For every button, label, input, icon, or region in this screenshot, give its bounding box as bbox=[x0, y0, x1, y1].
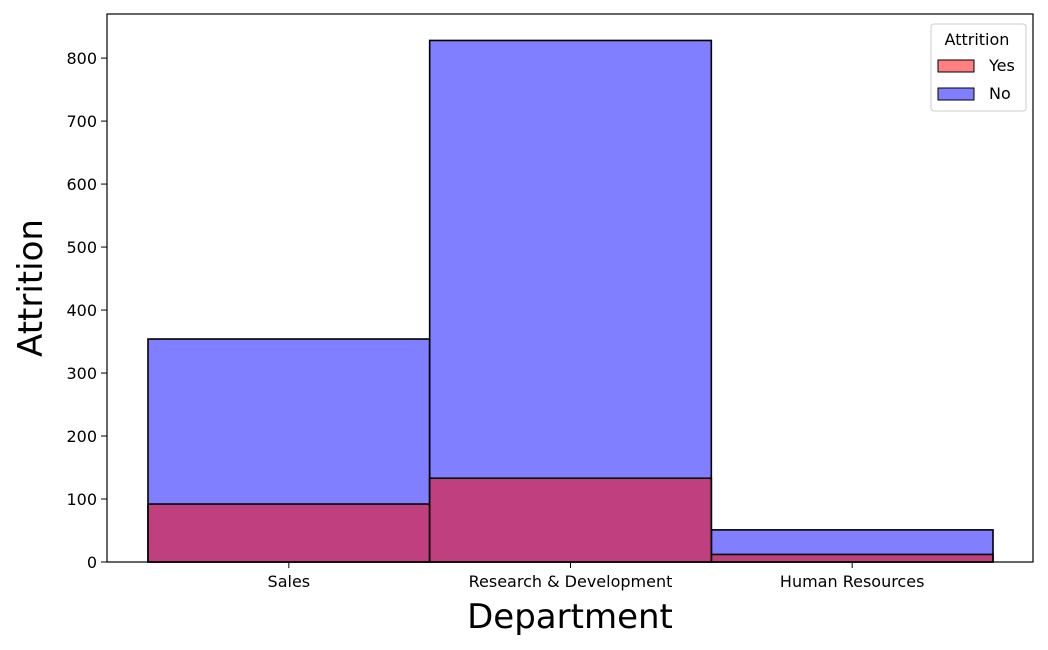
y-tick-label: 500 bbox=[66, 238, 97, 257]
bar-yes-sales bbox=[147, 503, 431, 563]
legend: Attrition Yes No bbox=[930, 23, 1027, 112]
y-tick-label: 0 bbox=[87, 553, 97, 572]
x-axis: Sales Research & Development Human Resourc… bbox=[268, 562, 925, 591]
series-yes-bars bbox=[147, 477, 994, 563]
y-axis-title: Attrition bbox=[11, 219, 51, 357]
legend-label-no: No bbox=[989, 84, 1011, 103]
y-tick-label: 200 bbox=[66, 427, 97, 446]
y-tick-label: 600 bbox=[66, 175, 97, 194]
bar-yes-research-development bbox=[428, 477, 713, 563]
bar-no-research-development bbox=[428, 39, 713, 563]
legend-label-yes: Yes bbox=[988, 56, 1015, 75]
y-tick-label: 800 bbox=[66, 49, 97, 68]
x-axis-title: Department bbox=[467, 597, 673, 637]
legend-swatch-no bbox=[937, 87, 975, 101]
y-tick-label: 100 bbox=[66, 490, 97, 509]
x-tick-label: Research & Development bbox=[469, 572, 673, 591]
y-tick-label: 400 bbox=[66, 301, 97, 320]
legend-swatch-yes bbox=[937, 59, 975, 73]
y-tick-label: 700 bbox=[66, 112, 97, 131]
x-tick-label: Sales bbox=[268, 572, 311, 591]
y-tick-label: 300 bbox=[66, 364, 97, 383]
bar-yes-human-resources bbox=[710, 553, 994, 563]
legend-title: Attrition bbox=[945, 30, 1010, 49]
y-axis: 0 100 200 300 400 500 600 700 800 bbox=[66, 49, 107, 572]
x-tick-label: Human Resources bbox=[780, 572, 925, 591]
